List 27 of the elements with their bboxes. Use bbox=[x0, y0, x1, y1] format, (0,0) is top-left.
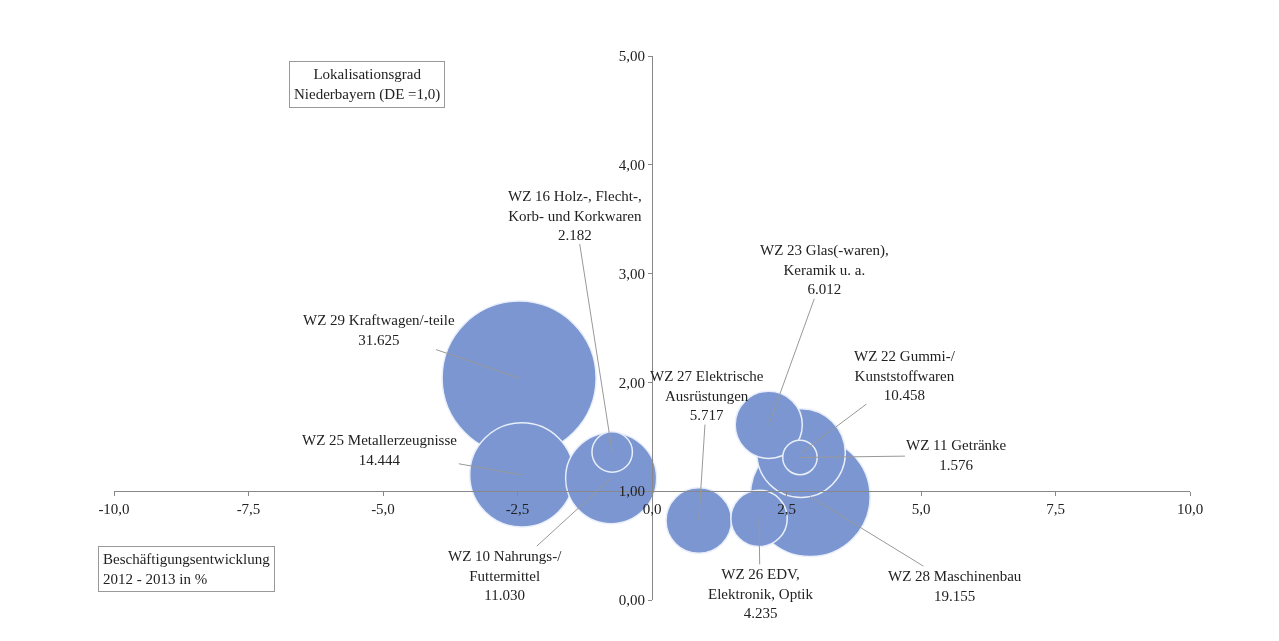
annotation: WZ 11 Getränke 1.576 bbox=[906, 437, 1007, 473]
x-tick-label: 2,5 bbox=[777, 501, 796, 518]
annotation: WZ 28 Maschinenbau 19.155 bbox=[888, 568, 1022, 604]
y-tick-label: 5,00 bbox=[618, 48, 645, 65]
x-tick-label: -2,5 bbox=[505, 501, 530, 518]
y-tick-label: 4,00 bbox=[618, 157, 645, 174]
x-tick-label: 7,5 bbox=[1046, 501, 1065, 518]
x-tick-label: 5,0 bbox=[911, 501, 931, 518]
y-tick-label: 0,00 bbox=[618, 592, 645, 609]
annotation: WZ 22 Gummi-/ Kunststoffwaren 10.458 bbox=[854, 348, 956, 403]
annotation: WZ 29 Kraftwagen/-teile 31.625 bbox=[303, 312, 455, 348]
x-axis-title: Beschäftigungsentwicklung 2012 - 2013 in % bbox=[103, 551, 271, 587]
y-axis-title: Lokalisationsgrad Niederbayern (DE =1,0) bbox=[294, 66, 441, 103]
x-tick-label: -7,5 bbox=[236, 501, 261, 518]
annotation: WZ 10 Nahrungs-/ Futtermittel 11.030 bbox=[448, 548, 563, 603]
x-tick-label: 0,0 bbox=[642, 501, 662, 518]
annotation: WZ 23 Glas(-waren), Keramik u. a. 6.012 bbox=[760, 242, 889, 297]
y-tick-label: 3,00 bbox=[618, 265, 645, 282]
annotation: WZ 16 Holz-, Flecht-, Korb- und Korkwaren 2.182 bbox=[508, 188, 642, 243]
x-tick-label: -10,0 bbox=[98, 501, 130, 518]
y-tick-label: 2,00 bbox=[618, 374, 645, 391]
y-tick-label: 1,00 bbox=[618, 483, 645, 500]
x-tick-label: 10,0 bbox=[1176, 501, 1204, 518]
annotation: WZ 27 Elektrische Ausrüstungen 5.717 bbox=[650, 368, 764, 423]
annotation: WZ 26 EDV, Elektronik, Optik 4.235 bbox=[708, 566, 814, 621]
annotation: WZ 25 Metallerzeugnisse 14.444 bbox=[302, 432, 458, 468]
x-tick-label: -5,0 bbox=[371, 501, 395, 518]
